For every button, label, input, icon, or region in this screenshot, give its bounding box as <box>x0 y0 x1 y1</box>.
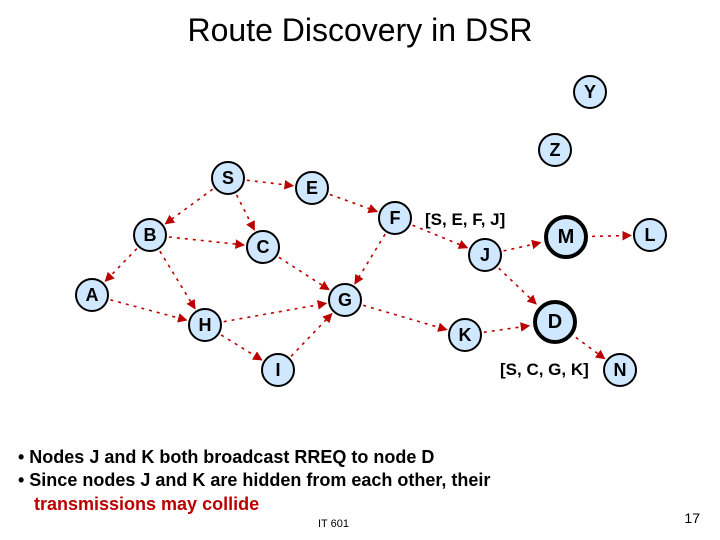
node-g: G <box>328 283 362 317</box>
node-k: K <box>448 318 482 352</box>
edge-j-m <box>504 243 541 251</box>
bullet-list: • Nodes J and K both broadcast RREQ to n… <box>18 446 490 516</box>
edge-s-b <box>165 189 212 224</box>
edge-j-d <box>499 268 536 304</box>
edge-k-d <box>484 326 529 333</box>
edge-g-k <box>363 305 447 329</box>
node-f: F <box>378 201 412 235</box>
page-number: 17 <box>684 510 700 526</box>
edge-m-l <box>592 235 631 236</box>
path-label: [S, E, F, J] <box>425 210 505 230</box>
edge-s-e <box>247 180 293 186</box>
node-m: M <box>544 215 588 259</box>
footer-label: IT 601 <box>318 518 349 530</box>
node-i: I <box>261 353 295 387</box>
node-n: N <box>603 353 637 387</box>
node-e: E <box>295 171 329 205</box>
node-c: C <box>246 230 280 264</box>
edge-i-g <box>291 314 332 357</box>
node-y: Y <box>573 75 607 109</box>
bullet-line: • Nodes J and K both broadcast RREQ to n… <box>18 446 490 469</box>
path-label: [S, C, G, K] <box>500 360 589 380</box>
node-b: B <box>133 218 167 252</box>
edge-h-g <box>224 303 327 321</box>
edge-s-c <box>237 195 255 230</box>
bullet-line: • Since nodes J and K are hidden from ea… <box>18 469 490 492</box>
network-diagram: YZ S E F B C J M L A G H K D I N [S, E, F, J] [S, C, G, … <box>0 60 720 420</box>
page-title: Route Discovery in DSR <box>0 0 720 49</box>
node-s: S <box>211 161 245 195</box>
node-j: J <box>468 238 502 272</box>
node-h: H <box>188 308 222 342</box>
edge-c-g <box>279 257 329 289</box>
edge-b-a <box>105 249 137 282</box>
edge-b-c <box>169 237 244 245</box>
node-d: D <box>533 300 577 344</box>
edge-b-h <box>160 251 195 309</box>
node-l: L <box>633 218 667 252</box>
bullet-line: transmissions may collide <box>18 493 490 516</box>
edge-f-g <box>355 234 385 284</box>
edge-h-i <box>221 335 262 360</box>
edge-d-n <box>576 337 605 358</box>
edge-a-h <box>110 300 186 320</box>
node-z: Z <box>538 133 572 167</box>
edge-e-f <box>330 194 377 211</box>
node-a: A <box>75 278 109 312</box>
